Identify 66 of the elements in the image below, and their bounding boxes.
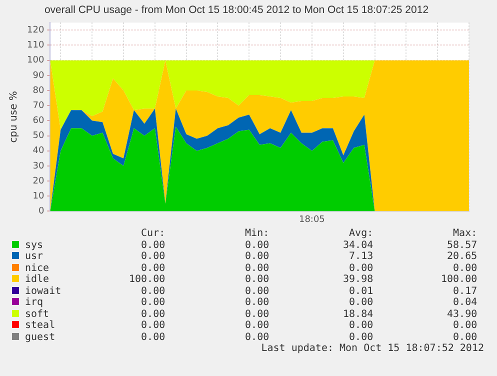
text: 0.00 — [140, 240, 166, 251]
text: 43.90 — [446, 308, 478, 320]
y-tick-label: 0 — [38, 206, 44, 217]
text: 0.00 — [140, 297, 166, 308]
y-tick-label: 70 — [32, 100, 44, 111]
text: 100.00 — [440, 274, 478, 286]
text: 0.00 — [244, 262, 270, 274]
text: 0.00 — [244, 297, 270, 308]
text: Min: — [244, 228, 270, 240]
text: 0.00 — [348, 297, 374, 308]
y-tick-label: 30 — [32, 161, 44, 172]
y-axis-title: cpu use % — [8, 91, 20, 143]
text: 0.00 — [244, 286, 270, 297]
text: 0.00 — [452, 320, 478, 332]
y-tick-label: 110 — [26, 40, 44, 51]
y-tick-label: 40 — [32, 146, 44, 156]
text: 7.13 — [348, 251, 374, 262]
legend-label: irq — [24, 297, 44, 308]
text: 18.84 — [342, 308, 374, 320]
text: 0.00 — [348, 320, 374, 332]
text: 0.04 — [452, 297, 478, 308]
text: 0.00 — [140, 286, 166, 297]
legend-label: steal — [24, 320, 56, 332]
text: 0.17 — [452, 286, 478, 297]
text: 0.01 — [348, 286, 374, 297]
text: 0.00 — [140, 332, 166, 343]
y-tick-label: 80 — [32, 86, 44, 96]
text: 0.00 — [348, 262, 374, 274]
legend-label: guest — [24, 332, 56, 343]
text: Cur: — [140, 228, 166, 240]
text: 34.04 — [342, 240, 374, 251]
text: 0.00 — [140, 320, 166, 332]
y-tick-label: 100 — [26, 56, 44, 66]
text: Avg: — [348, 228, 374, 240]
text: 0.00 — [140, 262, 166, 274]
legend-label: sys — [24, 240, 44, 251]
text: 0.00 — [244, 308, 270, 320]
text: 58.57 — [446, 240, 478, 251]
text: 0.00 — [244, 332, 270, 343]
text: 0.00 — [452, 332, 478, 343]
y-tick-label: 60 — [32, 116, 44, 126]
legend-label: usr — [24, 251, 44, 262]
legend-label: idle — [24, 274, 50, 286]
text: 0.00 — [452, 262, 478, 274]
text: 0.00 — [244, 240, 270, 251]
text: 100.00 — [128, 274, 166, 286]
legend-label: iowait — [24, 286, 62, 297]
text: 39.98 — [342, 274, 374, 286]
y-tick-label: 90 — [32, 70, 44, 81]
y-tick-label: 50 — [32, 131, 44, 142]
text: 20.65 — [446, 251, 478, 262]
y-tick-label: 10 — [32, 191, 44, 202]
chart-title: overall CPU usage - from Mon Oct 15 18:00:45 2012 to Mon Oct 15 18:07:25 2012 — [44, 4, 429, 16]
y-tick-label: 20 — [32, 176, 44, 186]
text: 0.00 — [244, 251, 270, 262]
text: 0.00 — [244, 320, 270, 332]
text: Last update: Mon Oct 15 18:07:52 2012 — [260, 343, 484, 355]
text: 0.00 — [140, 308, 166, 320]
text: 0.00 — [348, 332, 374, 343]
y-tick-label: 120 — [26, 25, 44, 36]
legend-label: nice — [24, 262, 50, 274]
text: 0.00 — [244, 274, 270, 286]
x-tick-label: 18:05 — [298, 214, 325, 225]
legend-label: soft — [24, 308, 50, 320]
text: 0.00 — [140, 251, 166, 262]
text: Max: — [452, 228, 478, 240]
